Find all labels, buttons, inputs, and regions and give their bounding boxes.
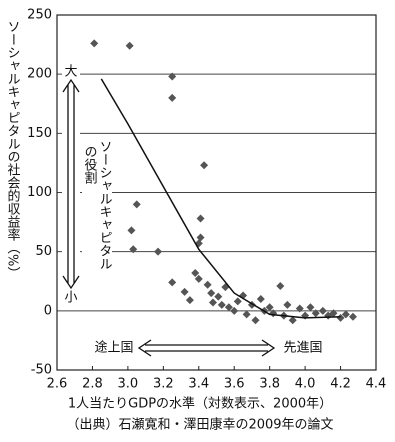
annotation: 先進国 [283, 341, 322, 356]
x-tick-label: 3.0 [118, 377, 139, 392]
scatter-point [191, 268, 200, 277]
scatter-point [224, 303, 233, 312]
arrow-background [62, 62, 80, 310]
annotation: 途上国 [94, 340, 133, 356]
label-background [82, 138, 112, 303]
double-arrow-vertical [62, 78, 80, 290]
fit-curve [100, 78, 341, 319]
x-tick-label: 4.4 [366, 377, 387, 392]
x-tick-label: 4.0 [295, 377, 316, 392]
annotation: 大 [64, 65, 77, 80]
scatter-point [214, 292, 223, 301]
x-axis-label: 1人当たりGDPの水準（対数表示、2000年） [68, 396, 332, 412]
scatter-point [208, 298, 217, 307]
scatter-point [251, 316, 260, 325]
scatter-point [203, 280, 212, 289]
x-tick-label: 4.2 [330, 377, 351, 392]
scatter-point [127, 226, 136, 235]
annotation: ソーシャルキャピタル [97, 140, 112, 270]
y-tick-label: 150 [27, 126, 52, 141]
scatter-point [256, 295, 265, 303]
double-arrow-horizontal [137, 339, 276, 357]
scatter-point [194, 274, 203, 283]
scatter-point [196, 233, 205, 242]
y-tick-label: -50 [31, 363, 52, 378]
scatter-point [207, 289, 216, 298]
source-note: （出典）石瀬寛和・澤田康幸の2009年の論文 [66, 417, 333, 433]
scatter-point [132, 200, 141, 209]
scatter-point [276, 281, 285, 290]
scatter-point [125, 41, 134, 50]
scatter-point [129, 245, 138, 254]
scatter-point [168, 72, 177, 81]
x-tick-label: 3.8 [259, 377, 280, 392]
x-tick-label: 3.2 [153, 377, 174, 392]
scatter-point [329, 309, 338, 318]
scatter-point [217, 300, 226, 309]
scatter-point [283, 300, 292, 309]
x-tick-label: 2.6 [47, 377, 68, 392]
scatter-point [242, 310, 251, 319]
arrow-background [88, 338, 338, 358]
y-tick-label: 50 [35, 244, 52, 259]
scatter-point [288, 316, 297, 325]
y-axis-label: ソーシャルキャピタルの社会的収益率（%） [5, 20, 21, 279]
y-tick-label: 0 [44, 303, 52, 318]
scatter-point [318, 306, 327, 315]
scatter-point [265, 303, 274, 312]
scatter-point [168, 93, 177, 102]
scatter-point [196, 214, 205, 223]
scatter-point [221, 283, 230, 292]
scatter-point [311, 309, 320, 318]
x-tick-label: 3.4 [188, 377, 209, 392]
plot-frame [56, 14, 377, 371]
scatter-point [295, 304, 304, 313]
scatter-point [180, 287, 189, 296]
scatter-point [233, 297, 242, 306]
y-tick-label: 250 [27, 8, 52, 23]
scatter-point [185, 296, 194, 305]
y-tick-label: 200 [27, 67, 52, 82]
x-tick-label: 2.8 [82, 377, 103, 392]
annotation: 小 [64, 291, 77, 306]
scatter-point [90, 39, 99, 48]
scatter-point [168, 278, 177, 287]
scatter-point [341, 310, 350, 319]
scatter-point [348, 312, 357, 321]
scatter-point [200, 161, 209, 170]
scatter-point [154, 247, 163, 256]
annotation: の役割 [82, 145, 98, 184]
y-tick-label: 100 [27, 185, 52, 200]
scatter-point [336, 313, 345, 322]
scatter-point [230, 306, 239, 315]
scatter-point [306, 303, 315, 312]
x-tick-label: 3.6 [224, 377, 245, 392]
